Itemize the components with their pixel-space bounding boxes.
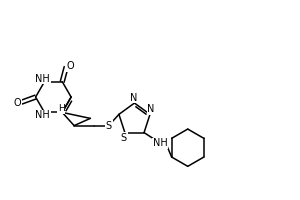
Text: O: O: [14, 98, 21, 108]
Text: S: S: [121, 133, 127, 143]
Text: N: N: [130, 93, 137, 103]
Text: NH: NH: [35, 74, 50, 84]
Text: NH: NH: [35, 110, 50, 120]
Text: O: O: [66, 61, 74, 71]
Text: NH: NH: [153, 138, 167, 148]
Text: N: N: [147, 104, 155, 114]
Text: S: S: [106, 121, 112, 131]
Text: H: H: [58, 104, 64, 113]
